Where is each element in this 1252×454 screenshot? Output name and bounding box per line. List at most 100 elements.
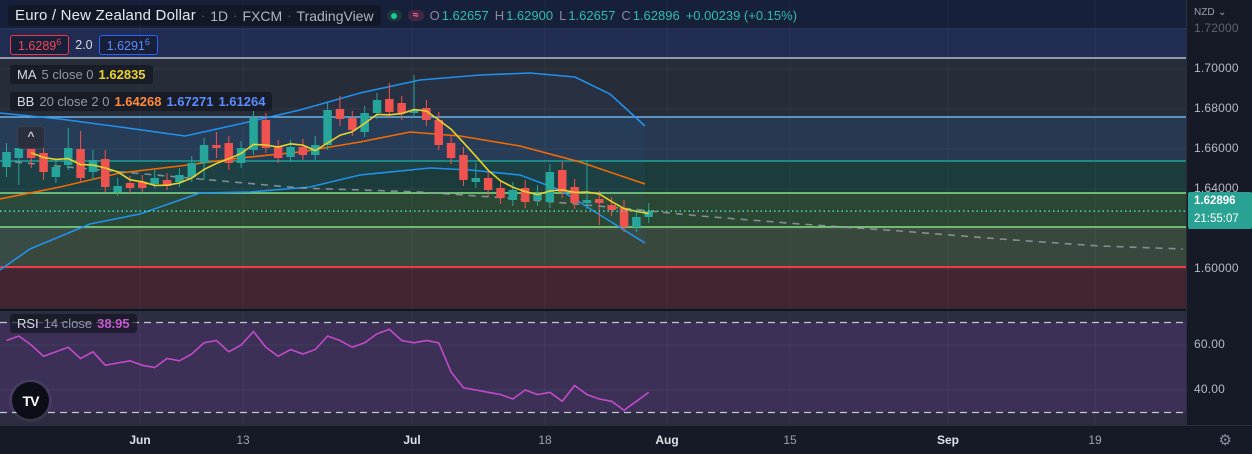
current-price-badge[interactable]: 1.62896 21:55:07 (1188, 192, 1252, 230)
candle-body (286, 147, 295, 157)
candle-body (298, 147, 308, 155)
bid-price-pill[interactable]: 1.62896 (10, 35, 70, 56)
candle-body (570, 187, 579, 203)
candle-body (138, 182, 147, 188)
candle-body (335, 109, 345, 119)
rsi-indicator-legend[interactable]: RSI 14 close 38.95 (10, 314, 137, 333)
market-status-icon[interactable] (386, 10, 402, 21)
price-tick: 1.70000 (1194, 61, 1239, 75)
tradingview-logo[interactable]: TV (12, 382, 49, 419)
time-axis[interactable]: ⚙ Jun 13 Jul 18 Aug 15 Sep 19 (0, 425, 1252, 454)
axis-currency-dropdown[interactable]: NZD ⌄ (1194, 7, 1227, 18)
candle-body (446, 143, 456, 158)
bb-name: BB (17, 94, 35, 109)
bb-fill (0, 73, 645, 270)
ohlc-close: C 1.62896 (621, 8, 680, 23)
ma-legend-row: MA 5 close 0 1.62835 (10, 65, 153, 84)
rsi-legend-row: RSI 14 close 38.95 (10, 314, 137, 333)
candle-body (397, 103, 406, 113)
price-tick: 1.60000 (1194, 261, 1239, 275)
bb-basis-line[interactable] (0, 131, 646, 200)
candle-body (14, 148, 24, 158)
platform-label[interactable]: TradingView (296, 7, 374, 24)
candle-body (545, 172, 555, 202)
candle-body (483, 178, 493, 190)
rsi-line[interactable] (6, 328, 650, 412)
symbol-title-chip[interactable]: Euro / New Zealand Dollar · 1D · FXCM · … (8, 5, 381, 26)
separator-dot: · (287, 8, 292, 23)
candle-body (273, 147, 283, 158)
approx-data-icon[interactable]: ≈ (407, 10, 424, 21)
candle-body (2, 152, 11, 167)
chart-canvas[interactable] (0, 0, 1186, 425)
candle-body (595, 199, 604, 203)
time-tick: 18 (538, 433, 552, 447)
candle-body (434, 120, 443, 145)
candle-body (372, 100, 382, 113)
ma-params: 5 close 0 (41, 67, 94, 82)
exchange-label[interactable]: FXCM (242, 7, 283, 24)
candle-body (422, 108, 431, 120)
candle-body (187, 163, 196, 177)
candle-body (385, 99, 394, 112)
bb-upper-value: 1.67271 (166, 94, 214, 109)
candle-body (88, 160, 98, 172)
ma5-line[interactable] (30, 108, 649, 215)
gear-icon[interactable]: ⚙ (1218, 432, 1232, 449)
candle-body (409, 110, 419, 113)
bb-basis-value: 1.64268 (114, 94, 162, 109)
rsi-value: 38.95 (97, 316, 130, 331)
candle-body (632, 217, 641, 227)
ma-indicator-legend[interactable]: MA 5 close 0 1.62835 (10, 65, 153, 84)
rsi-name: RSI (17, 316, 39, 331)
candle-body (76, 149, 85, 178)
candle-body (348, 118, 357, 130)
candle-body (508, 190, 518, 200)
candle-body (64, 148, 73, 165)
price-axis[interactable]: NZD ⌄ 1.62896 21:55:07 1.72000 1.70000 1.6… (1186, 0, 1252, 425)
rsi-pane-tint (0, 311, 1186, 425)
candle-body (496, 188, 505, 198)
separator-dot: · (233, 8, 238, 23)
time-tick: 13 (236, 433, 250, 447)
candle-body (39, 153, 48, 172)
pane-collapse-button[interactable]: ^ (17, 126, 45, 149)
rsi-tick: 40.00 (1194, 382, 1226, 396)
spread-value: 2.0 (75, 38, 93, 53)
bb-upper-line[interactable] (0, 72, 646, 137)
time-tick: Aug (655, 433, 679, 447)
candle-body (323, 110, 332, 145)
rsi-params: 14 close (43, 316, 93, 331)
trendline-dashed[interactable] (14, 161, 1184, 250)
price-zone (0, 227, 1186, 267)
candle-body (261, 120, 271, 148)
candle-body (199, 145, 209, 163)
candle-body (558, 170, 567, 192)
symbol-name[interactable]: Euro / New Zealand Dollar (15, 7, 196, 24)
rsi-tick: 60.00 (1194, 337, 1226, 351)
candle-body (236, 148, 246, 163)
change-value: +0.00239 (+0.15%) (685, 8, 798, 23)
ma-name: MA (17, 67, 37, 82)
candle-body (619, 208, 629, 227)
pane-separator[interactable] (0, 309, 1186, 311)
ohlc-open: O 1.62657 (429, 8, 489, 23)
bb-indicator-legend[interactable]: BB 20 close 2 0 1.64268 1.67271 1.61264 (10, 92, 273, 111)
price-tick: 1.66000 (1194, 141, 1239, 155)
candle-body (101, 159, 110, 187)
price-line-labels: 1.62896 2.0 1.62916 (10, 35, 158, 56)
candle-body (51, 167, 61, 177)
chevron-down-icon: ⌄ (1218, 7, 1227, 18)
candle-body (471, 178, 481, 182)
candle-body (249, 118, 258, 150)
candles[interactable] (2, 75, 653, 232)
ask-price-pill[interactable]: 1.62916 (98, 35, 158, 56)
candle-body (125, 183, 135, 188)
symbol-header: Euro / New Zealand Dollar · 1D · FXCM · … (8, 5, 797, 26)
interval-label[interactable]: 1D (210, 7, 229, 24)
bb-legend-row: BB 20 close 2 0 1.64268 1.67271 1.61264 (10, 92, 273, 111)
price-tick: 1.68000 (1194, 101, 1239, 115)
candle-body (212, 145, 221, 148)
candle-body (459, 155, 468, 180)
